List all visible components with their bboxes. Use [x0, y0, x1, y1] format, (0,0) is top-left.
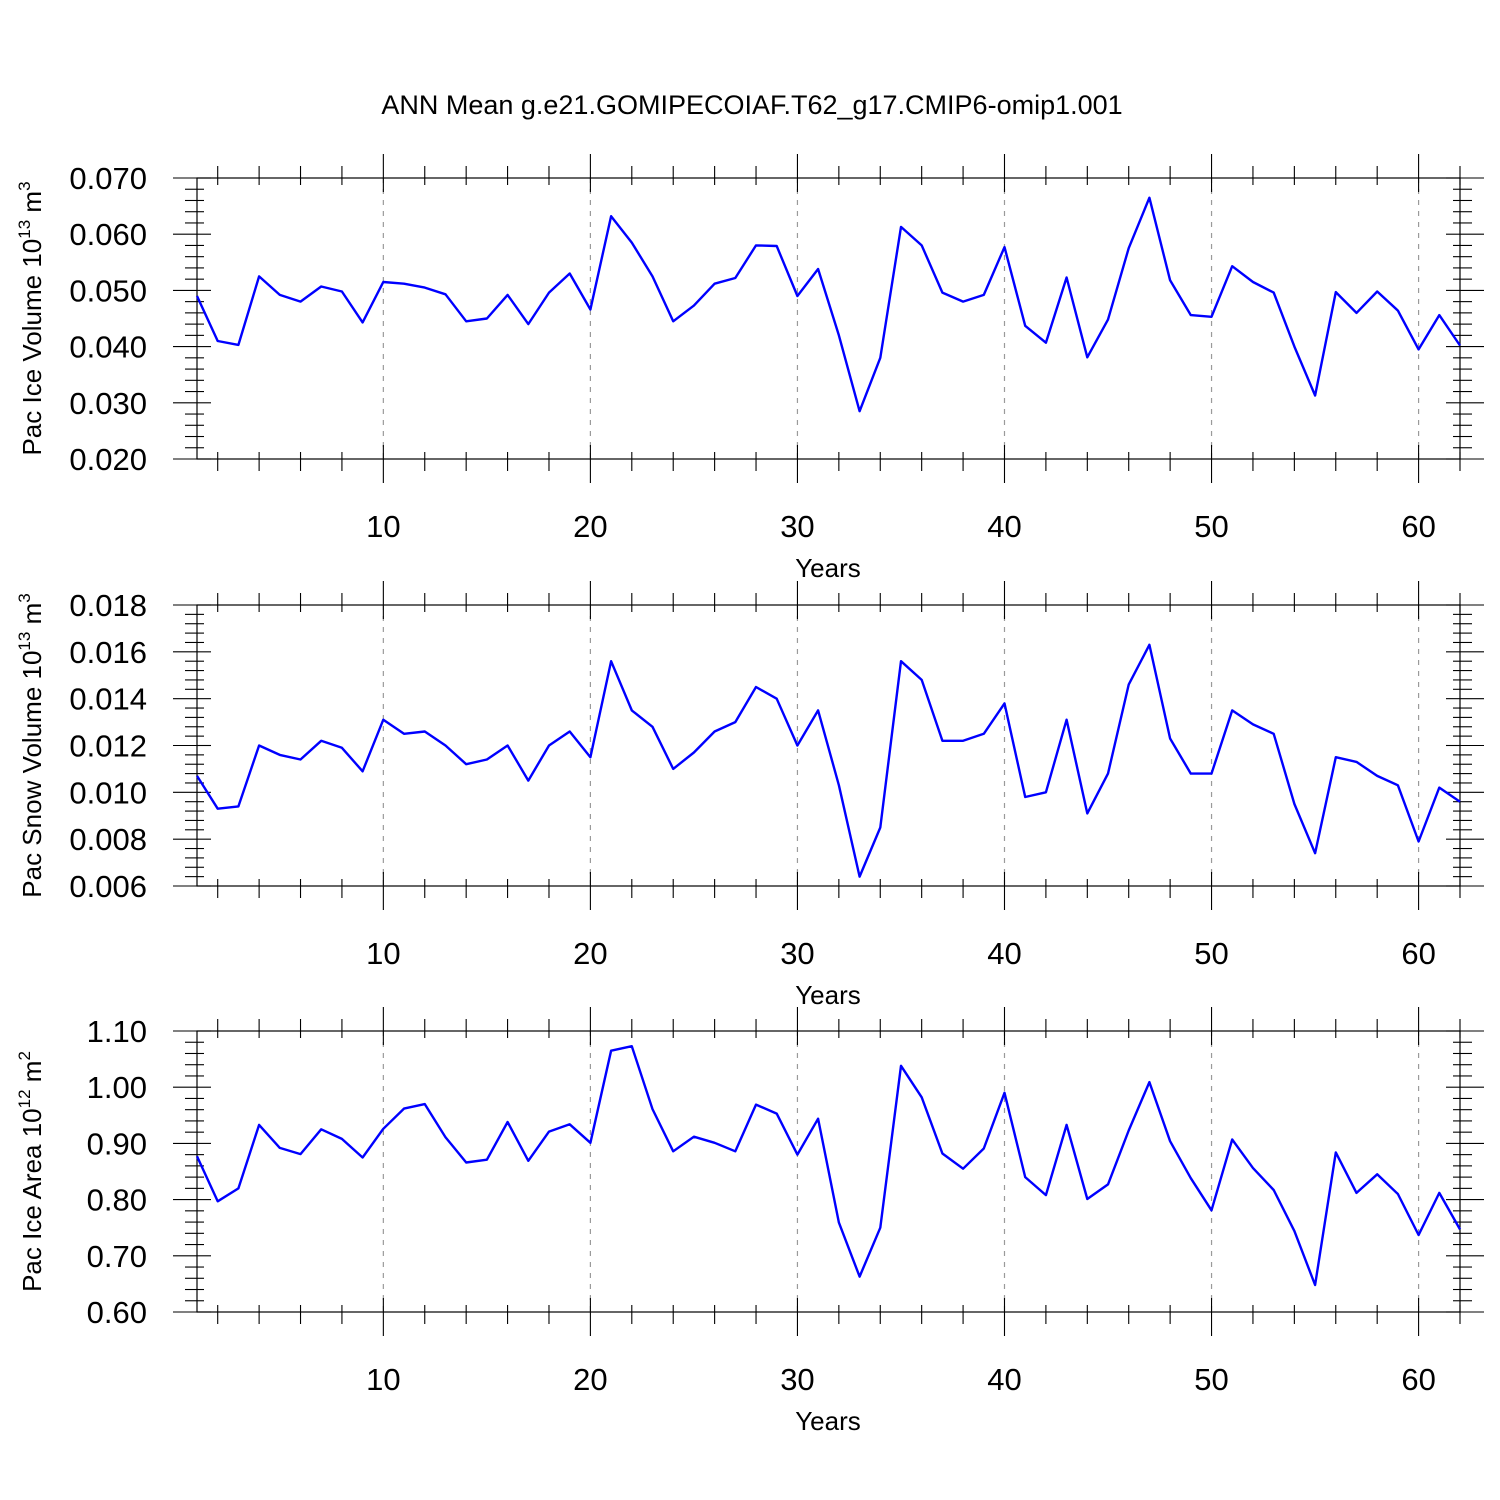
y-tick-label: 0.014 [69, 682, 147, 717]
x-axis-title: Years [795, 553, 861, 583]
y-tick-label: 0.060 [69, 217, 147, 252]
y-axis-title: Pac Snow Volume 1013 m3 [15, 593, 47, 897]
series-line [195, 643, 1461, 878]
x-tick-label: 30 [780, 509, 814, 544]
x-tick-label: 40 [987, 509, 1021, 544]
x-tick-label: 60 [1401, 1362, 1435, 1397]
y-axis-title-part: 13 [15, 220, 34, 239]
y-tick-label: 0.70 [87, 1239, 147, 1274]
x-tick-label: 20 [573, 936, 607, 971]
y-tick-label: 0.006 [69, 869, 147, 904]
chart-panel-2: 10 20 30 40 50 60 0.006 0.008 0.010 0.012 0.014 0.0… [15, 581, 1484, 1010]
x-tick-label: 40 [987, 1362, 1021, 1397]
x-axis-title: Years [795, 1406, 861, 1436]
x-tick-label: 50 [1194, 936, 1228, 971]
x-tick-label: 10 [366, 1362, 400, 1397]
x-tick-label: 20 [573, 1362, 607, 1397]
series-line [195, 1044, 1462, 1287]
x-tick-label: 50 [1194, 509, 1228, 544]
y-tick-label: 0.60 [87, 1295, 147, 1330]
series-line [195, 196, 1461, 413]
y-tick-label: 0.012 [69, 729, 147, 764]
x-tick-label: 30 [780, 1362, 814, 1397]
y-axis-title-part: Pac Ice Area 10 [17, 1108, 47, 1292]
y-axis-title-part: m [17, 603, 47, 632]
y-tick-label: 0.018 [69, 588, 147, 623]
panels: 10 20 30 40 50 60 0.020 0.030 0.040 0.050 0.060 0.0… [15, 154, 1484, 1436]
x-tick-label: 60 [1401, 936, 1435, 971]
chart-panel-1: 10 20 30 40 50 60 0.020 0.030 0.040 0.050 0.060 0.0… [15, 154, 1484, 583]
y-axis-title: Pac Ice Volume 1013 m3 [15, 181, 47, 455]
y-axis-title-part: 13 [15, 632, 34, 651]
y-tick-label: 0.90 [87, 1126, 147, 1161]
y-tick-label: 0.010 [69, 775, 147, 810]
y-axis-title-part: 3 [15, 181, 34, 190]
plot-frame [196, 177, 1461, 460]
y-tick-label: 0.016 [69, 635, 147, 670]
y-axis-title-part: Pac Ice Volume 10 [17, 239, 47, 456]
y-tick-label: 0.070 [69, 161, 147, 196]
y-axis-title-part: m [17, 191, 47, 220]
y-tick-label: 1.00 [87, 1070, 147, 1105]
x-tick-label: 50 [1194, 1362, 1228, 1397]
y-tick-label: 0.008 [69, 822, 147, 857]
y-tick-label: 0.040 [69, 330, 147, 365]
figure-title: ANN Mean g.e21.GOMIPECOIAF.T62_g17.CMIP6… [381, 90, 1122, 120]
y-axis-title-part: m [17, 1061, 47, 1090]
y-tick-label: 0.020 [69, 442, 147, 477]
y-tick-label: 0.030 [69, 386, 147, 421]
y-axis-title-part: 3 [15, 593, 34, 602]
x-tick-label: 60 [1401, 509, 1435, 544]
y-axis-title-part: Pac Snow Volume 10 [17, 651, 47, 898]
y-axis-title-part: 2 [15, 1051, 34, 1060]
chart-panel-3: 10 20 30 40 50 60 0.60 0.70 0.80 0.90 1.00 1.10 Year… [15, 1007, 1484, 1436]
x-tick-label: 20 [573, 509, 607, 544]
x-tick-label: 30 [780, 936, 814, 971]
x-axis-title: Years [795, 980, 861, 1010]
y-tick-label: 1.10 [87, 1014, 147, 1049]
x-tick-label: 10 [366, 509, 400, 544]
y-axis-title-part: 12 [15, 1089, 34, 1108]
y-axis-title: Pac Ice Area 1012 m2 [15, 1051, 47, 1292]
x-tick-label: 10 [366, 936, 400, 971]
plot-frame [196, 1030, 1461, 1313]
y-tick-label: 0.80 [87, 1183, 147, 1218]
x-tick-label: 40 [987, 936, 1021, 971]
y-tick-label: 0.050 [69, 273, 147, 308]
